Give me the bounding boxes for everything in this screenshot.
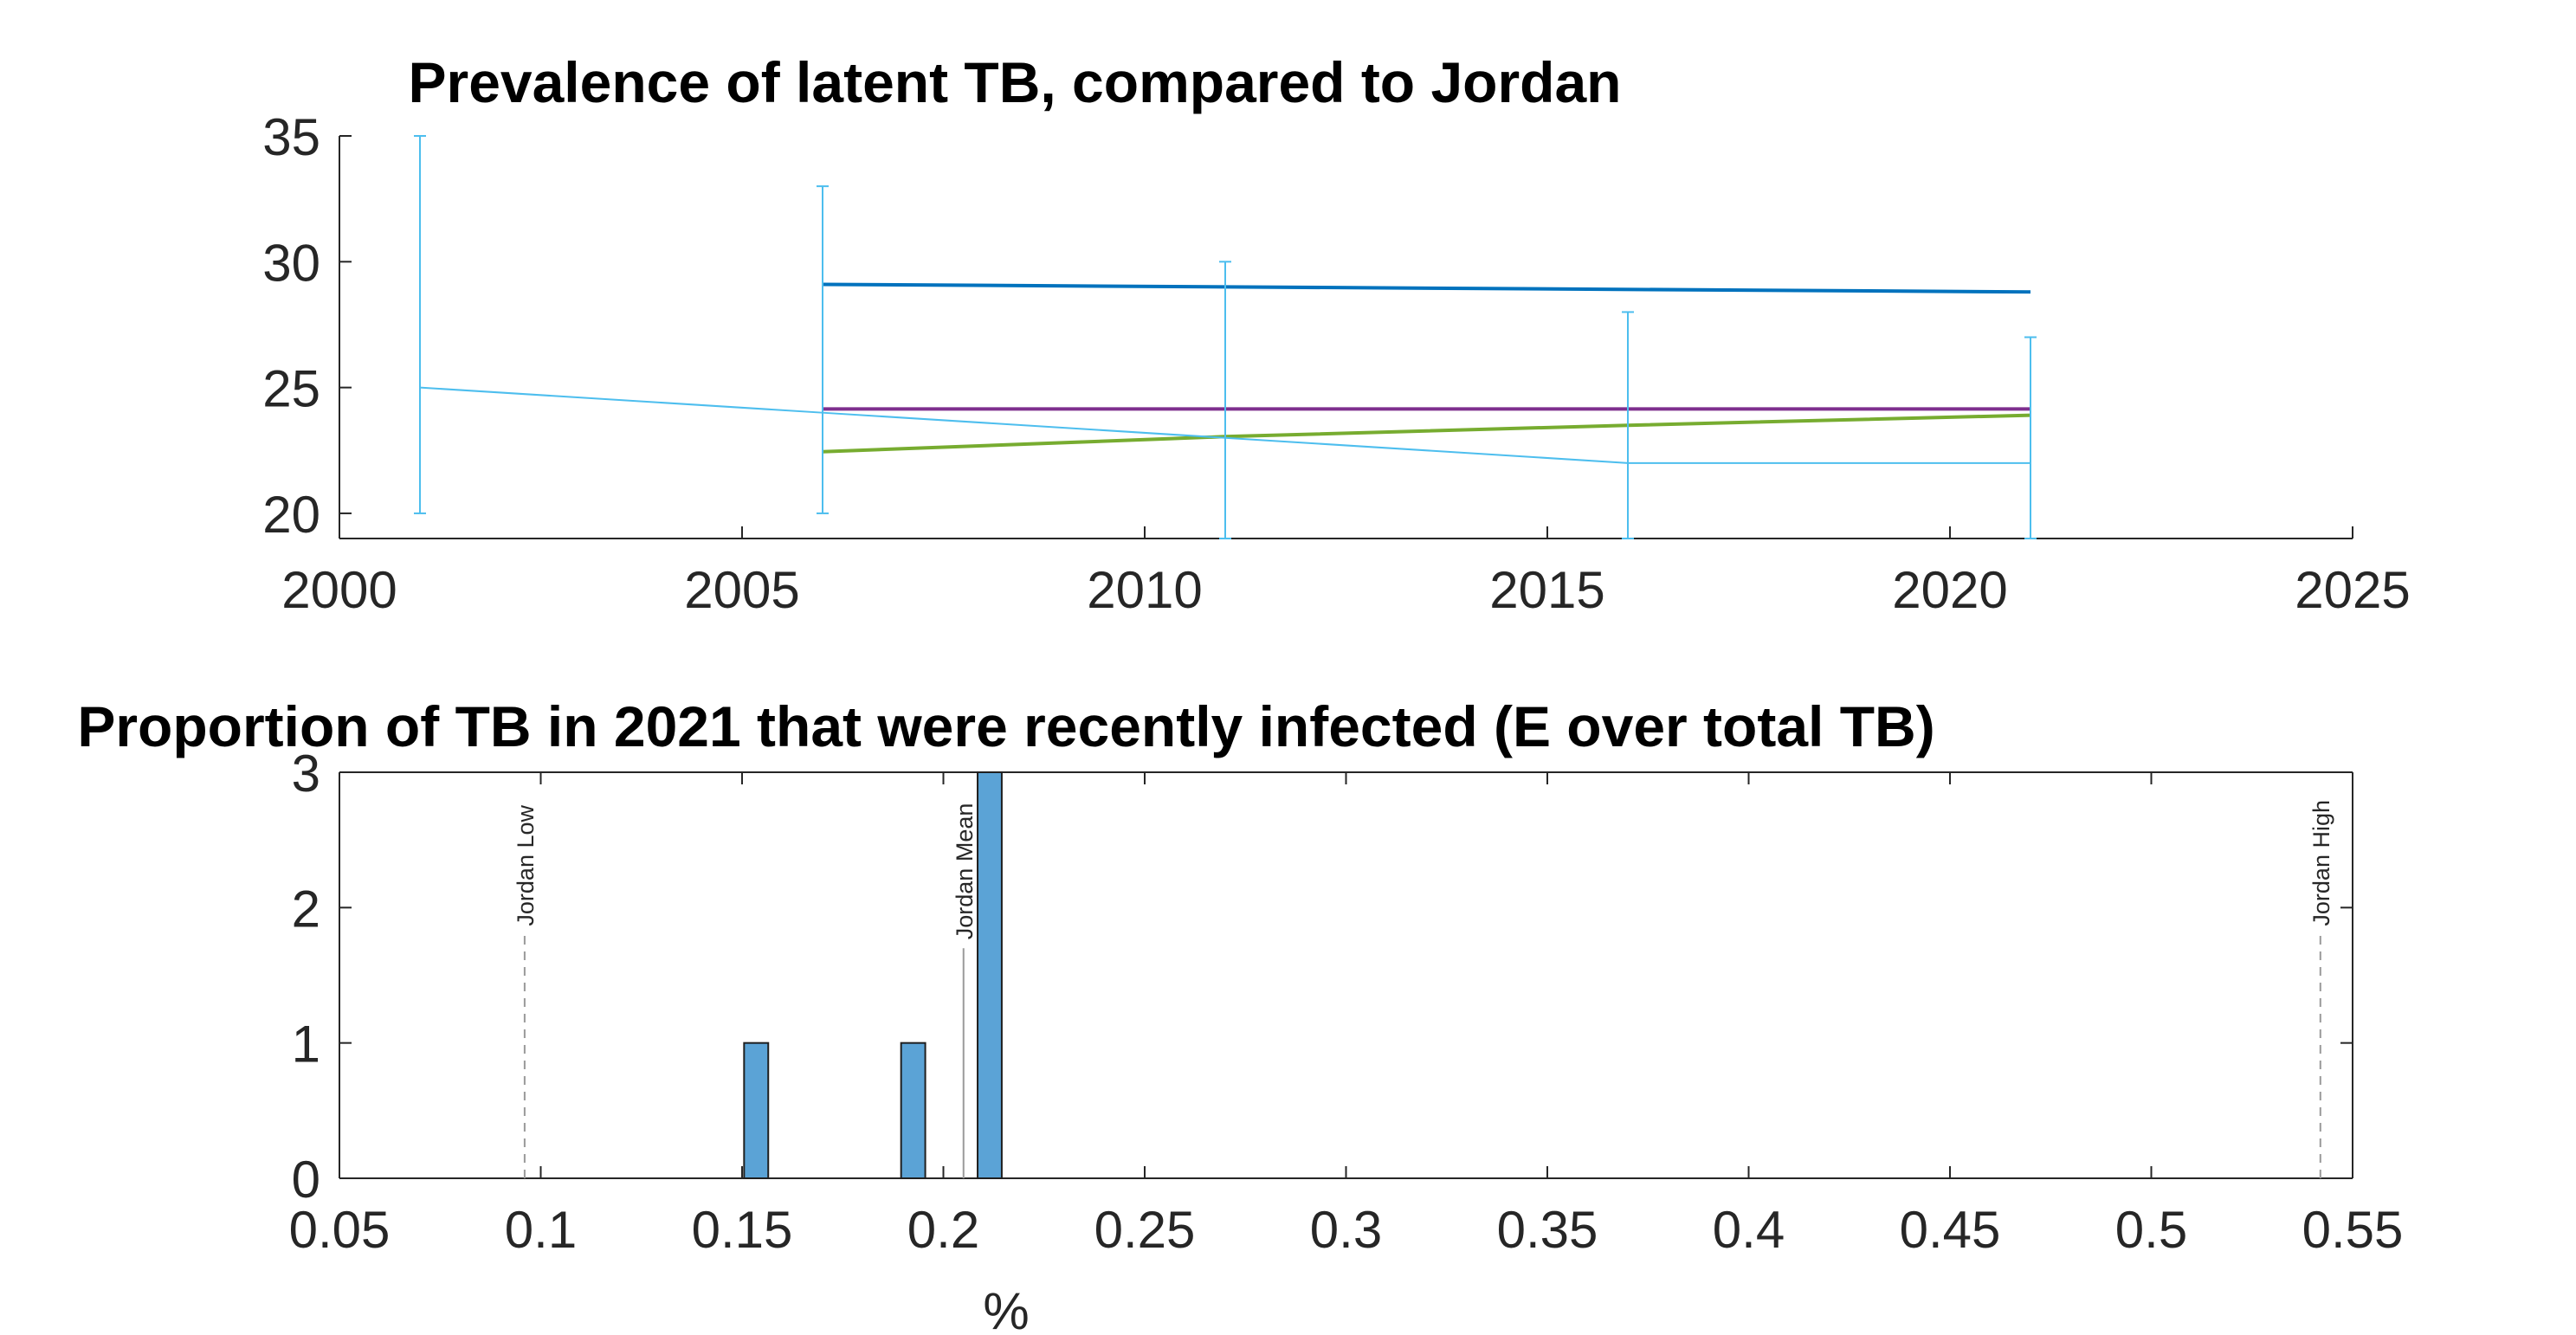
x-tick-label: 0.45: [1900, 1201, 2001, 1259]
histogram-bar: [900, 1042, 926, 1179]
x-tick-label: 2005: [684, 561, 799, 619]
x-tick-label: 2015: [1489, 561, 1604, 619]
x-tick-label: 0.25: [1094, 1201, 1196, 1259]
x-tick-label: 0.3: [1310, 1201, 1382, 1259]
x-tick-label: 2025: [2295, 561, 2410, 619]
chart-title: Proportion of TB in 2021 that were recen…: [77, 694, 1934, 758]
histogram-bar: [743, 1042, 770, 1179]
y-tick-label: 3: [292, 745, 320, 803]
y-tick-label: 1: [292, 1016, 320, 1074]
y-tick-label: 30: [262, 234, 320, 292]
series-line-3: [419, 386, 2030, 464]
y-tick-label: 35: [262, 108, 320, 166]
x-tick-label: 0.5: [2115, 1201, 2187, 1259]
reference-line-label: Jordan Mean: [952, 803, 978, 940]
x-tick-label: 0.35: [1497, 1201, 1598, 1259]
x-tick-label: 0.05: [289, 1201, 391, 1259]
histogram-bar: [977, 771, 1003, 1179]
y-tick-label: 20: [262, 486, 320, 544]
x-axis-label: %: [983, 1282, 1029, 1335]
x-tick-label: 2020: [1892, 561, 2007, 619]
x-tick-label: 0.2: [907, 1201, 979, 1259]
reference-line-label: Jordan High: [2308, 800, 2334, 926]
x-tick-label: 2000: [281, 561, 397, 619]
y-tick-label: 2: [292, 880, 320, 938]
series-line-2: [822, 413, 2031, 454]
y-tick-label: 25: [262, 360, 320, 418]
x-tick-label: 2010: [1087, 561, 1202, 619]
x-tick-label: 0.55: [2302, 1201, 2404, 1259]
reference-line-label: Jordan Low: [513, 805, 539, 926]
plot-area: [339, 772, 2353, 1178]
x-tick-label: 0.15: [692, 1201, 793, 1259]
chart-title: Prevalence of latent TB, compared to Jor…: [408, 50, 1621, 114]
latent-tb-prevalence-chart: 2000 2005 2010 2015 2020 202520253035Prevalen…: [262, 50, 2410, 619]
x-tick-label: 0.1: [505, 1201, 577, 1259]
series-line-0: [822, 282, 2031, 294]
recent-infection-histogram-chart: 0.05 0.1 0.15 0.2 0.25 0.3 0.35 0.4 0.45 0.5 0.55 0…: [77, 694, 2403, 1335]
x-tick-label: 0.4: [1713, 1201, 1785, 1259]
y-tick-label: 0: [292, 1151, 320, 1209]
plot-area: [339, 136, 2353, 539]
